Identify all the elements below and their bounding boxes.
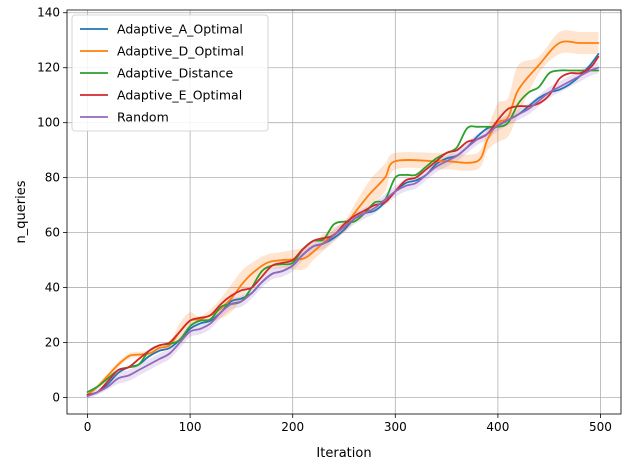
legend-label: Adaptive_Distance xyxy=(117,66,234,81)
y-tick-label: 0 xyxy=(52,391,60,405)
series-line-adaptive-e-optimal xyxy=(86,55,600,396)
series-line-adaptive-d-optimal xyxy=(86,40,600,396)
x-axis-ticks: 0 100 200 300 400 500 xyxy=(84,414,612,434)
x-tick-label: 300 xyxy=(384,420,407,434)
x-axis-label: Iteration xyxy=(316,446,371,461)
y-tick-label: 100 xyxy=(37,116,60,130)
legend-label: Adaptive_A_Optimal xyxy=(117,22,243,37)
series-line-adaptive-distance xyxy=(86,69,600,393)
y-tick-label: 80 xyxy=(45,171,60,185)
y-tick-label: 40 xyxy=(45,281,60,295)
y-axis-label: n_queries xyxy=(14,180,29,243)
series-lines xyxy=(86,40,600,397)
legend-label: Adaptive_E_Optimal xyxy=(117,88,242,103)
y-tick-label: 120 xyxy=(37,61,60,75)
series-line-random xyxy=(86,66,600,397)
x-tick-label: 500 xyxy=(589,420,612,434)
y-tick-label: 60 xyxy=(45,226,60,240)
x-tick-label: 100 xyxy=(179,420,202,434)
legend-label: Adaptive_D_Optimal xyxy=(117,44,244,59)
x-tick-label: 0 xyxy=(84,420,92,434)
x-tick-label: 400 xyxy=(486,420,509,434)
x-tick-label: 200 xyxy=(281,420,304,434)
y-tick-label: 20 xyxy=(45,336,60,350)
legend-box xyxy=(71,14,269,132)
legend: Adaptive_A_Optimal Adaptive_D_Optimal Adap… xyxy=(71,14,269,132)
y-axis-ticks: 0 20 40 60 80 100 120 140 xyxy=(37,6,67,405)
plot-frame xyxy=(66,9,622,415)
y-tick-label: 140 xyxy=(37,6,60,20)
legend-label: Random xyxy=(117,110,169,125)
